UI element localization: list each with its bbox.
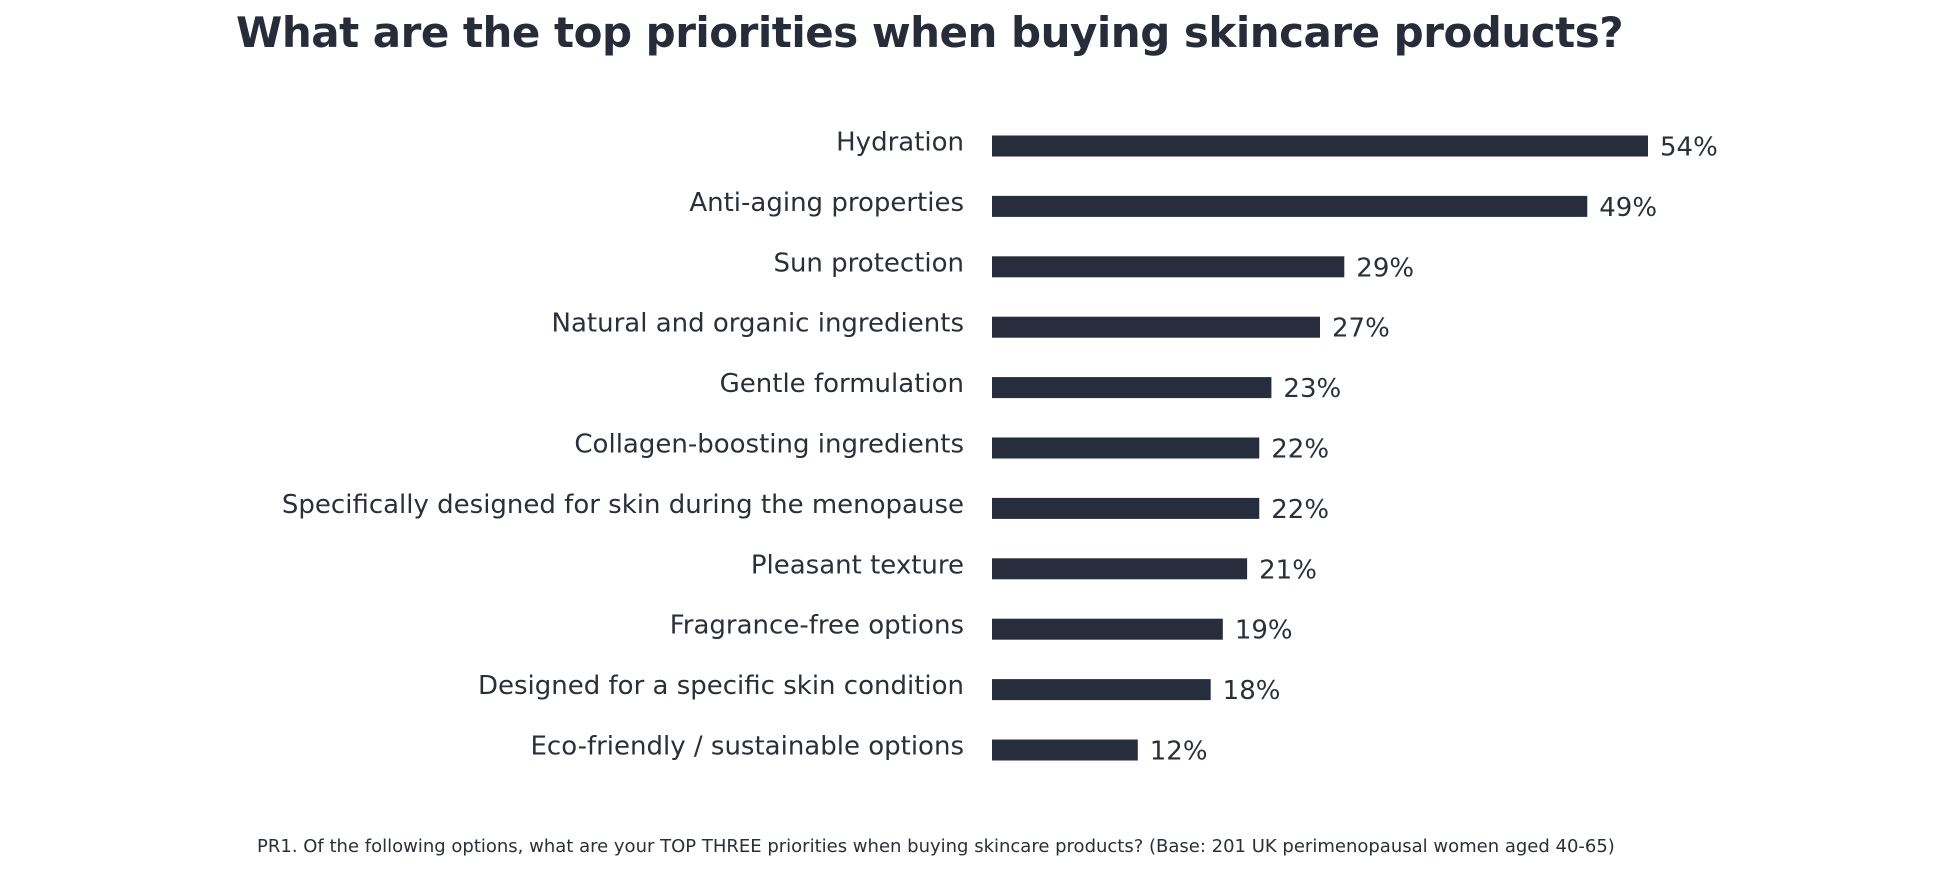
bar — [992, 437, 1260, 459]
data-label: 22% — [1271, 435, 1329, 465]
data-label: 49% — [1599, 193, 1657, 223]
chart-title: What are the top priorities when buying … — [236, 8, 1624, 57]
category-label: Fragrance-free options — [670, 611, 964, 641]
data-label: 22% — [1271, 495, 1329, 525]
bar — [992, 739, 1138, 761]
data-label: 21% — [1259, 555, 1317, 585]
bars-group: Hydration 54% Anti-aging properties 49% Sun … — [282, 128, 1718, 767]
data-label: 12% — [1150, 737, 1208, 767]
category-label: Specifically designed for skin during th… — [282, 490, 964, 520]
footnote: PR1. Of the following options, what are … — [257, 836, 1615, 857]
category-label: Collagen-boosting ingredients — [574, 430, 964, 460]
category-label: Sun protection — [773, 248, 964, 278]
category-label: Natural and organic ingredients — [552, 309, 964, 339]
data-label: 27% — [1332, 314, 1390, 344]
data-label: 23% — [1283, 374, 1341, 404]
data-label: 29% — [1356, 253, 1414, 283]
bar — [992, 377, 1272, 399]
category-label: Hydration — [836, 128, 964, 158]
category-label: Designed for a specific skin condition — [478, 671, 964, 701]
bar — [992, 256, 1345, 278]
data-label: 18% — [1223, 676, 1281, 706]
bar — [992, 316, 1320, 338]
category-label: Eco-friendly / sustainable options — [530, 732, 964, 762]
category-label: Anti-aging properties — [689, 188, 964, 218]
bar — [992, 195, 1588, 217]
category-label: Pleasant texture — [751, 550, 964, 580]
bar — [992, 497, 1260, 519]
bar — [992, 135, 1648, 157]
data-label: 54% — [1660, 133, 1718, 163]
bar — [992, 618, 1223, 640]
bar — [992, 679, 1211, 701]
data-label: 19% — [1235, 616, 1293, 646]
category-label: Gentle formulation — [720, 369, 964, 399]
bar — [992, 558, 1248, 580]
